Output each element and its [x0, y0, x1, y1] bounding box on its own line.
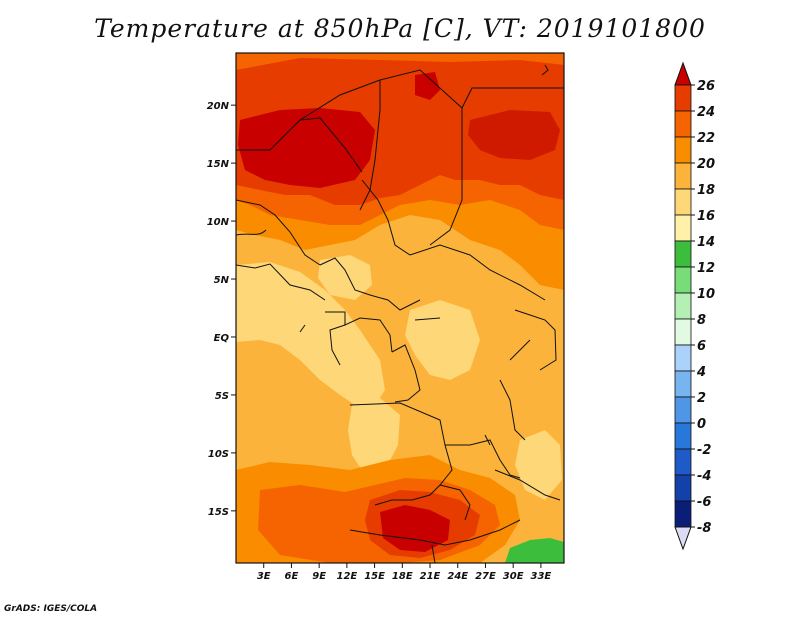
colorbar-label: 12 [697, 261, 715, 276]
colorbar-label: 16 [697, 209, 715, 224]
lon-tick-label: 24E [447, 571, 468, 582]
country-borders [236, 64, 564, 563]
map-frame [235, 52, 565, 564]
colorbar-label: 4 [696, 365, 706, 380]
contour-28-small [415, 72, 440, 100]
colorbar-segment [674, 214, 692, 242]
grads-credit: GrADS: IGES/COLA [4, 604, 98, 614]
lat-tick-label: 5N [214, 275, 230, 286]
colorbar-label: 8 [697, 313, 706, 328]
colorbar-label: 6 [697, 339, 706, 354]
colorbar-segment [674, 136, 692, 164]
map-title: Temperature at 850hPa [C], VT: 201910180… [94, 14, 706, 43]
lon-tick-label: 9E [312, 571, 326, 582]
colorbar-segment [674, 318, 692, 346]
lon-tick-label: 12E [336, 571, 357, 582]
colorbar-label: 10 [697, 287, 715, 302]
contour-16-inland [405, 300, 480, 380]
lat-tick-label: 15S [208, 507, 229, 518]
contour-16-east [515, 430, 562, 500]
colorbar-segment [674, 370, 692, 398]
colorbar-label: -8 [697, 521, 711, 536]
contour-28-south [380, 505, 450, 552]
lat-tick-label: 10N [207, 217, 230, 228]
lat-tick-label: 5S [215, 391, 229, 402]
colorbar-segment [674, 110, 692, 138]
colorbar-bottom-arrow [674, 526, 692, 551]
longitude-axis: 3E 6E 9E 12E 15E 18E 21E 24E 27E 30E 33E [257, 563, 552, 582]
lon-tick-label: 15E [364, 571, 385, 582]
lon-tick-label: 30E [503, 571, 524, 582]
contour-28-east [468, 110, 560, 160]
colorbar-segment [674, 344, 692, 372]
lat-tick-label: 20N [207, 101, 230, 112]
colorbar-label: 24 [697, 105, 715, 120]
colorbar-label: 26 [697, 79, 715, 94]
latitude-axis: 20N 15N 10N 5N EQ 5S 10S 15S [207, 101, 236, 518]
lat-tick-label: 10S [208, 449, 229, 460]
colorbar-segment [674, 84, 692, 112]
colorbar-segment [674, 162, 692, 190]
lat-tick-label: 15N [207, 159, 230, 170]
contour-28-sahel [238, 108, 375, 188]
temperature-field [236, 53, 564, 563]
colorbar-label: 0 [697, 417, 706, 432]
contour-12-green [505, 538, 564, 563]
lon-tick-label: 6E [285, 571, 299, 582]
colorbar-label: -4 [697, 469, 711, 484]
lat-tick-label: EQ [214, 333, 230, 344]
lon-tick-label: 18E [392, 571, 413, 582]
colorbar-segment [674, 396, 692, 424]
colorbar-label: -6 [697, 495, 711, 510]
colorbar-top-arrow [674, 61, 692, 86]
colorbar-label: 22 [697, 131, 715, 146]
contour-16-south [348, 398, 400, 475]
colorbar-segment [674, 448, 692, 476]
colorbar-label: 2 [697, 391, 706, 406]
contour-16-center [318, 255, 372, 300]
colorbar-segment [674, 188, 692, 216]
lon-tick-label: 3E [257, 571, 271, 582]
colorbar-segment [674, 500, 692, 528]
colorbar-segment [674, 474, 692, 502]
colorbar-segment [674, 422, 692, 450]
colorbar-label: 20 [697, 157, 715, 172]
contour-16-coast [236, 262, 385, 410]
colorbar-segment [674, 266, 692, 294]
lon-tick-label: 33E [531, 571, 552, 582]
lon-tick-label: 27E [475, 571, 496, 582]
colorbar-segment [674, 292, 692, 320]
colorbar-label: 18 [697, 183, 715, 198]
colorbar-label: -2 [697, 443, 711, 458]
lon-tick-label: 21E [420, 571, 441, 582]
colorbar-segment [674, 240, 692, 268]
colorbar-label: 14 [697, 235, 715, 250]
